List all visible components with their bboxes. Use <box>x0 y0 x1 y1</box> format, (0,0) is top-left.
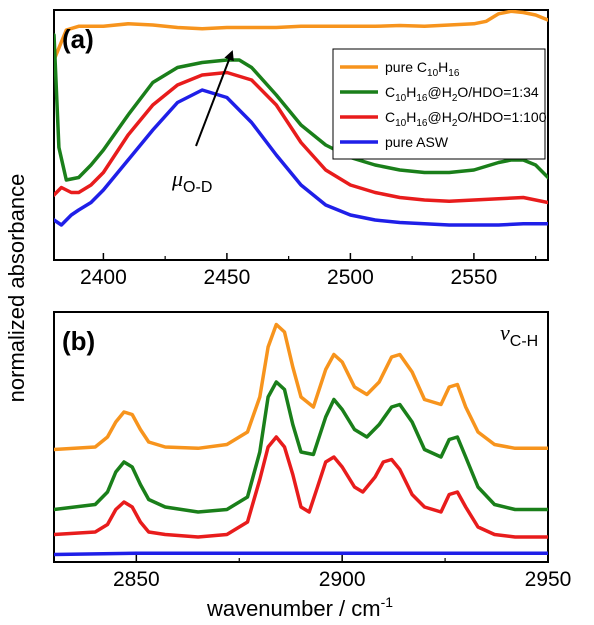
x-tick-label-a: 2450 <box>204 266 251 289</box>
x-tick-label-b: 2950 <box>525 568 572 591</box>
y-axis-title: normalized absorbance <box>4 174 29 403</box>
series-line-a-2 <box>54 70 548 205</box>
x-axis-title-text: wavenumber / cm <box>206 596 381 621</box>
panel-a-label: (a) <box>62 24 94 54</box>
panel-b-label: (b) <box>62 326 95 356</box>
legend-label-pure-asw: pure ASW <box>385 134 449 150</box>
series-line-b-0 <box>54 322 548 452</box>
panel-a-frame <box>53 9 549 261</box>
nu-ch-label: νC-H <box>500 320 538 350</box>
series-line-b-1 <box>54 380 548 514</box>
legend: pure C10H16 C10H16@H2O/HDO=1:34 C10H16@H… <box>332 48 547 160</box>
mu-symbol: μ <box>171 166 183 191</box>
x-tick-label-a: 2550 <box>451 266 498 289</box>
panel-b-frame <box>53 311 549 563</box>
legend-label-pure-c10h16: pure C10H16 <box>385 59 460 79</box>
mu-od-arrow <box>195 50 234 147</box>
panel-a: 2400 2450 2500 2550 (a) μO-D pure C10H16 C1… <box>53 9 549 289</box>
x-tick-label-a: 2400 <box>80 266 127 289</box>
series-line-b-2 <box>54 435 548 539</box>
series-line-a-1 <box>54 33 548 182</box>
series-line-b-3 <box>54 551 548 557</box>
x-tick-label-b: 2850 <box>113 568 160 591</box>
x-axis-title-sup: -1 <box>381 594 394 610</box>
series-line-a-3 <box>54 88 548 227</box>
nu-subscript: C-H <box>510 333 538 350</box>
nu-symbol: ν <box>500 320 510 345</box>
panel-b: 2850 2900 2950 (b) νC-H <box>53 311 572 591</box>
x-tick-label-b: 2900 <box>319 568 366 591</box>
x-tick-label-a: 2500 <box>327 266 374 289</box>
mu-subscript: O-D <box>183 179 212 196</box>
series-line-a-0 <box>54 10 548 62</box>
mu-od-label: μO-D <box>171 166 212 196</box>
legend-entry-0: pure C10H16 <box>340 59 460 79</box>
x-axis-title: wavenumber / cm-1 <box>206 594 393 621</box>
legend-entry-3: pure ASW <box>340 134 449 150</box>
